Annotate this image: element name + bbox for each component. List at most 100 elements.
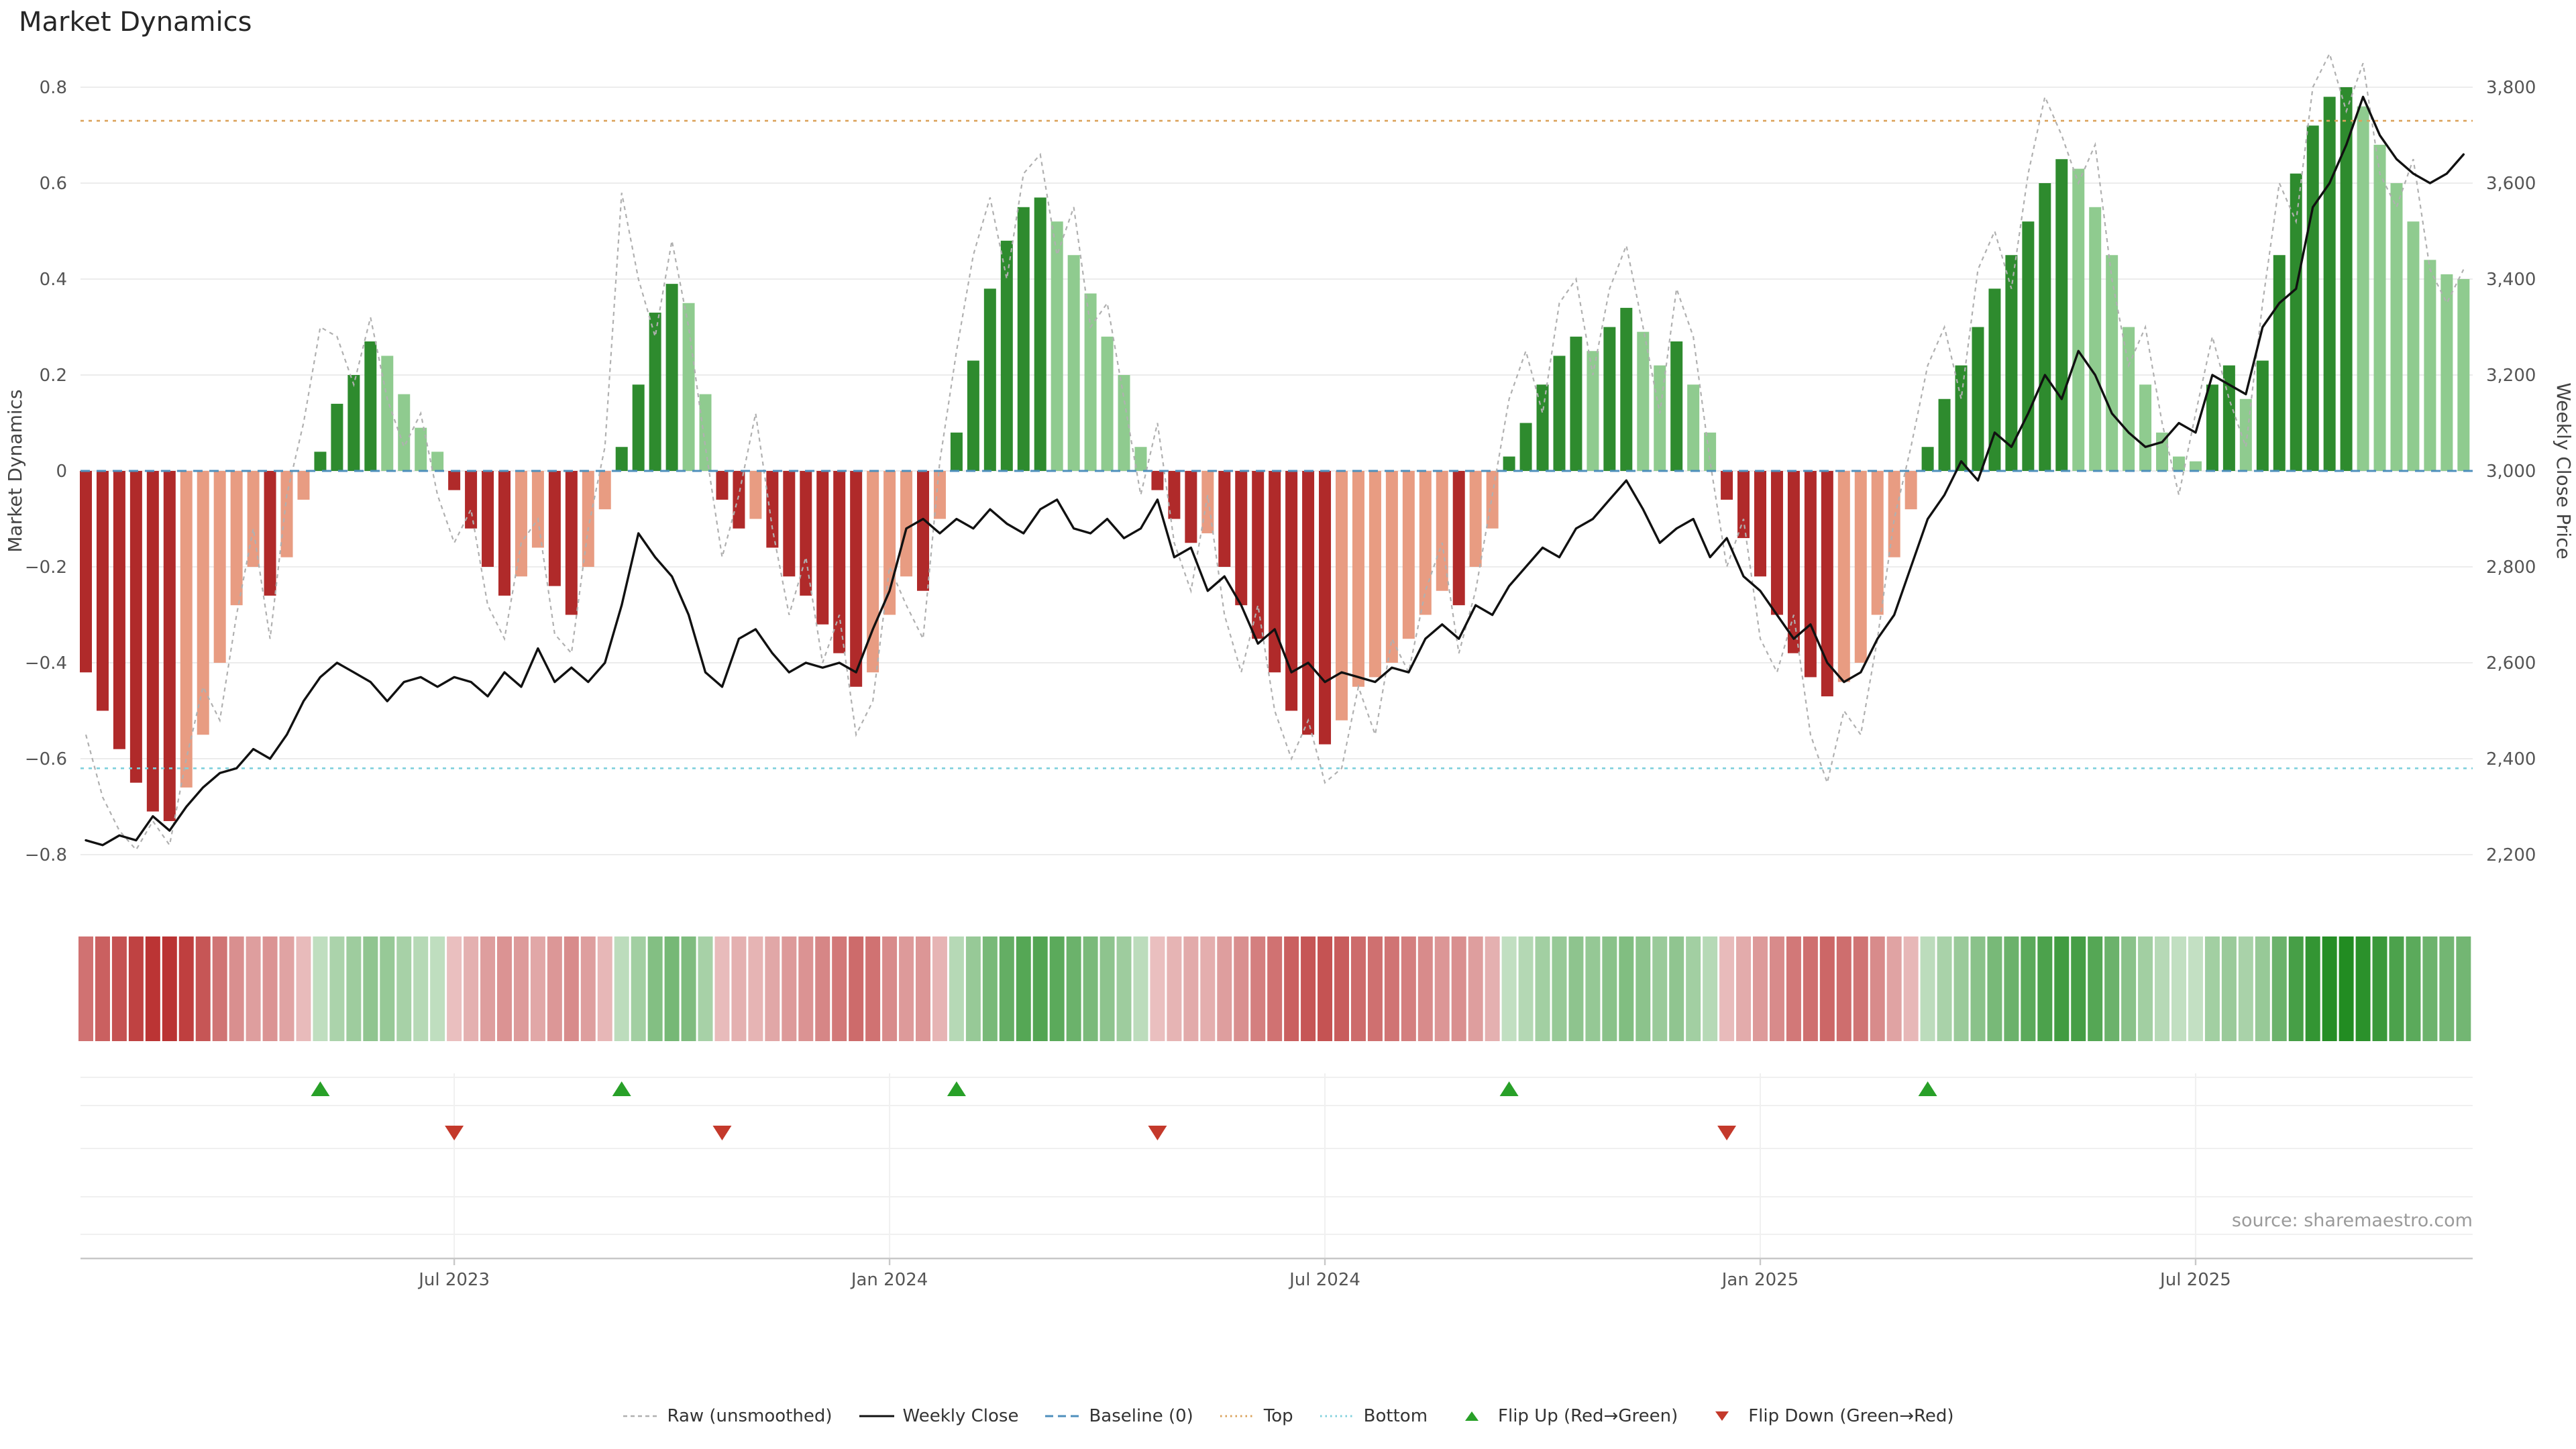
legend-label: Flip Up (Red→Green) bbox=[1498, 1406, 1678, 1426]
axis-tick-label: 0 bbox=[56, 462, 67, 482]
heatmap-cell bbox=[748, 936, 763, 1041]
legend-item-top[interactable]: Top bbox=[1219, 1406, 1293, 1426]
source-group: source: sharemaestro.com bbox=[2232, 1210, 2473, 1231]
heatmap-cell bbox=[2238, 936, 2253, 1041]
heatmap-cell bbox=[111, 936, 127, 1041]
heatmap-cell bbox=[2255, 936, 2270, 1041]
dynamics-bar bbox=[314, 451, 327, 471]
heatmap-cell bbox=[1803, 936, 1818, 1041]
heatmap-cell bbox=[1267, 936, 1283, 1041]
dynamics-bar bbox=[1368, 471, 1381, 678]
dynamics-bar bbox=[1051, 221, 1063, 471]
dynamics-bar bbox=[1034, 197, 1046, 471]
heatmap-cell bbox=[1652, 936, 1668, 1041]
dynamics-bar bbox=[2457, 279, 2470, 471]
dynamics-bar bbox=[364, 341, 377, 471]
dynamics-bar bbox=[1637, 331, 1650, 471]
dynamics-bar bbox=[213, 471, 226, 663]
legend-item-raw-unsmoothed[interactable]: Raw (unsmoothed) bbox=[622, 1406, 833, 1426]
legend-sample-dashed-line bbox=[623, 1415, 659, 1417]
dynamics-bar bbox=[531, 471, 544, 548]
heatmap-cell bbox=[1367, 936, 1383, 1041]
dynamics-bar bbox=[1151, 471, 1164, 490]
dynamics-bar bbox=[2323, 97, 2336, 472]
axis-tick-label: −0.2 bbox=[25, 557, 67, 578]
heatmap-cell bbox=[1417, 936, 1433, 1041]
right-axis: 2,200 2,400 2,600 2,800 3,000 3,200 3,400 3,600… bbox=[2486, 78, 2575, 865]
legend-item-weekly-close[interactable]: Weekly Close bbox=[858, 1406, 1019, 1426]
heatmap-cell bbox=[78, 936, 93, 1041]
dynamics-bar bbox=[1252, 471, 1265, 639]
left-axis-title: Market Dynamics bbox=[4, 389, 26, 552]
heatmap-cell bbox=[1301, 936, 1316, 1041]
heatmap-cell bbox=[497, 936, 512, 1041]
heatmap-cell bbox=[1585, 936, 1601, 1041]
dynamics-bar bbox=[347, 375, 360, 471]
dynamics-bar bbox=[1938, 398, 1951, 471]
dynamics-bar bbox=[1017, 207, 1030, 471]
legend-label: Flip Down (Green→Red) bbox=[1748, 1406, 1954, 1426]
dynamics-bar bbox=[2089, 207, 2102, 471]
legend-item-baseline-0[interactable]: Baseline (0) bbox=[1044, 1406, 1193, 1426]
dynamics-bar bbox=[699, 394, 712, 471]
legend-label: Weekly Close bbox=[902, 1406, 1019, 1426]
heatmap-cell bbox=[1686, 936, 1701, 1041]
dynamics-bar bbox=[1988, 288, 2001, 471]
dynamics-bar bbox=[1754, 471, 1766, 577]
dynamics-bar bbox=[2290, 173, 2302, 471]
legend-label: Top bbox=[1263, 1406, 1293, 1426]
dynamics-bar bbox=[1285, 471, 1298, 711]
heatmap-cell bbox=[2138, 936, 2153, 1041]
dynamics-bar bbox=[2357, 106, 2369, 472]
heatmap-cell bbox=[597, 936, 612, 1041]
legend-label: Raw (unsmoothed) bbox=[667, 1406, 833, 1426]
axis-tick-label: Jul 2023 bbox=[417, 1270, 490, 1290]
dynamics-bar bbox=[129, 471, 142, 783]
legend-sample-dotted-line bbox=[1220, 1415, 1255, 1417]
heatmap-cell bbox=[513, 936, 529, 1041]
axis-tick-label: 0.6 bbox=[40, 174, 67, 194]
heatmap-cell bbox=[313, 936, 328, 1041]
legend-sample-solid-line bbox=[859, 1415, 894, 1417]
legend-item-flip-down-green-red[interactable]: Flip Down (Green→Red) bbox=[1703, 1406, 1954, 1426]
heatmap-cell bbox=[2456, 936, 2471, 1041]
flip-down-marker bbox=[1717, 1126, 1737, 1140]
reference-lines bbox=[80, 119, 2473, 769]
dynamics-bar bbox=[1352, 471, 1364, 687]
heatmap-cell bbox=[2004, 936, 2019, 1041]
heatmap-cell bbox=[1669, 936, 1684, 1041]
dynamics-bar bbox=[247, 471, 260, 567]
dynamics-bar bbox=[983, 288, 996, 471]
dynamics-bar bbox=[1519, 423, 1532, 471]
dynamics-bar bbox=[2022, 221, 2035, 471]
dynamics-bar bbox=[1553, 356, 1566, 471]
heatmap-cell bbox=[1468, 936, 1483, 1041]
dynamics-bar bbox=[163, 471, 176, 821]
dynamics-bar bbox=[2340, 87, 2353, 471]
heatmap-cell bbox=[731, 936, 747, 1041]
heatmap-cell bbox=[1786, 936, 1801, 1041]
heatmap-cell bbox=[1753, 936, 1768, 1041]
legend-item-flip-up-red-green[interactable]: Flip Up (Red→Green) bbox=[1453, 1406, 1678, 1426]
dynamics-bar bbox=[2206, 384, 2218, 471]
weekly-close-group bbox=[85, 95, 2465, 847]
axis-tick-label: 3,600 bbox=[2486, 174, 2536, 194]
legend-sample-dashed-line bbox=[1045, 1415, 1081, 1417]
heatmap-cell bbox=[95, 936, 110, 1041]
dynamics-bar bbox=[1168, 471, 1181, 519]
dynamics-bar bbox=[113, 471, 125, 749]
dynamics-bar bbox=[598, 471, 611, 510]
heatmap-cell bbox=[698, 936, 713, 1041]
dynamics-bar bbox=[917, 471, 929, 591]
legend-sample-dotted-line bbox=[1320, 1415, 1355, 1417]
heatmap-cell bbox=[1552, 936, 1567, 1041]
heatmap-cell bbox=[1518, 936, 1534, 1041]
heatmap-cell bbox=[1703, 936, 1718, 1041]
legend-sample-triangle-up bbox=[1465, 1411, 1479, 1421]
legend-item-bottom[interactable]: Bottom bbox=[1319, 1406, 1428, 1426]
dynamics-bar bbox=[331, 403, 343, 471]
dynamics-bar bbox=[1452, 471, 1465, 606]
flip-down-marker bbox=[1148, 1126, 1167, 1140]
dynamics-bar bbox=[1687, 384, 1700, 471]
heatmap-cell bbox=[849, 936, 864, 1041]
